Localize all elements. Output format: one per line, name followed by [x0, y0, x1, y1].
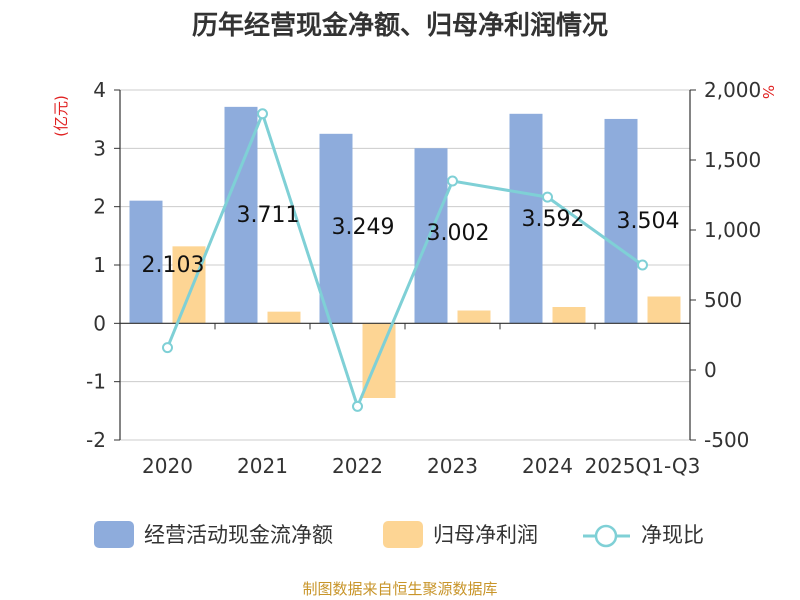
- right-tick-label: 2,000: [704, 78, 761, 102]
- x-tick-label: 2021: [237, 454, 288, 478]
- cashflow-bar[interactable]: [319, 133, 353, 324]
- x-tick-label: 2022: [332, 454, 383, 478]
- legend-marker-ratio[interactable]: [594, 524, 618, 548]
- axes-layer: 4 3 2 1 0 -1 -2 2,000 1,500 1,000 500 0 -500 2020 2021…: [86, 78, 761, 478]
- ratio-point[interactable]: [542, 191, 553, 203]
- left-tick-label: -2: [86, 428, 106, 452]
- right-tick-label: 1,000: [704, 218, 761, 242]
- x-tick-label: 2025Q1-Q3: [585, 454, 701, 478]
- cashflow-bar[interactable]: [129, 200, 163, 324]
- x-tick-label: 2023: [427, 454, 478, 478]
- ratio-point[interactable]: [352, 400, 363, 412]
- ratio-line: [166, 109, 644, 411]
- right-axis-unit: %: [759, 85, 777, 99]
- ratio-point[interactable]: [162, 342, 173, 354]
- ratio-point[interactable]: [447, 175, 458, 187]
- legend-label-netprofit[interactable]: 归母净利润: [433, 523, 538, 547]
- cashflow-data-label: 3.711: [237, 203, 300, 228]
- netprofit-bar[interactable]: [172, 246, 206, 324]
- bars-layer: [129, 106, 681, 398]
- cashflow-data-label: 2.103: [142, 253, 205, 278]
- x-tick-label: 2020: [142, 454, 193, 478]
- legend-label-cashflow[interactable]: 经营活动现金流净额: [144, 523, 333, 547]
- right-tick-label: 1,500: [704, 148, 761, 172]
- ratio-point[interactable]: [257, 108, 268, 120]
- netprofit-bar[interactable]: [362, 323, 396, 398]
- cashflow-data-label: 3.504: [617, 209, 680, 234]
- left-tick-label: 3: [93, 136, 106, 160]
- right-tick-label: 0: [704, 358, 717, 382]
- x-tick-label: 2024: [522, 454, 573, 478]
- left-tick-label: 4: [93, 78, 106, 102]
- legend: 经营活动现金流净额 归母净利润 净现比: [94, 521, 704, 548]
- legend-swatch-cashflow[interactable]: [94, 521, 134, 548]
- netprofit-bar[interactable]: [552, 307, 586, 324]
- left-tick-label: 0: [93, 311, 106, 335]
- netprofit-bar[interactable]: [267, 311, 301, 324]
- cashflow-data-label: 3.002: [427, 221, 490, 246]
- data-labels-layer: 2.103 3.711 3.249 3.002 3.592 3.504: [142, 203, 680, 278]
- chart-title: 历年经营现金净额、归母净利润情况: [192, 10, 608, 41]
- cashflow-bar[interactable]: [509, 113, 543, 324]
- legend-label-ratio[interactable]: 净现比: [641, 523, 704, 547]
- cashflow-bar[interactable]: [604, 118, 638, 324]
- netprofit-bar[interactable]: [647, 296, 681, 324]
- legend-swatch-netprofit[interactable]: [383, 521, 423, 548]
- left-tick-label: -1: [86, 370, 106, 394]
- left-axis-unit: (亿元): [52, 95, 70, 137]
- ratio-line-layer: [162, 108, 648, 412]
- right-tick-label: -500: [704, 428, 749, 452]
- cashflow-data-label: 3.249: [332, 215, 395, 240]
- ratio-point[interactable]: [637, 259, 648, 271]
- right-tick-label: 500: [704, 288, 742, 312]
- left-tick-label: 2: [93, 195, 106, 219]
- cashflow-data-label: 3.592: [522, 207, 585, 232]
- netprofit-bar[interactable]: [457, 310, 491, 324]
- left-tick-label: 1: [93, 253, 106, 277]
- data-source: 制图数据来自恒生聚源数据库: [302, 580, 497, 598]
